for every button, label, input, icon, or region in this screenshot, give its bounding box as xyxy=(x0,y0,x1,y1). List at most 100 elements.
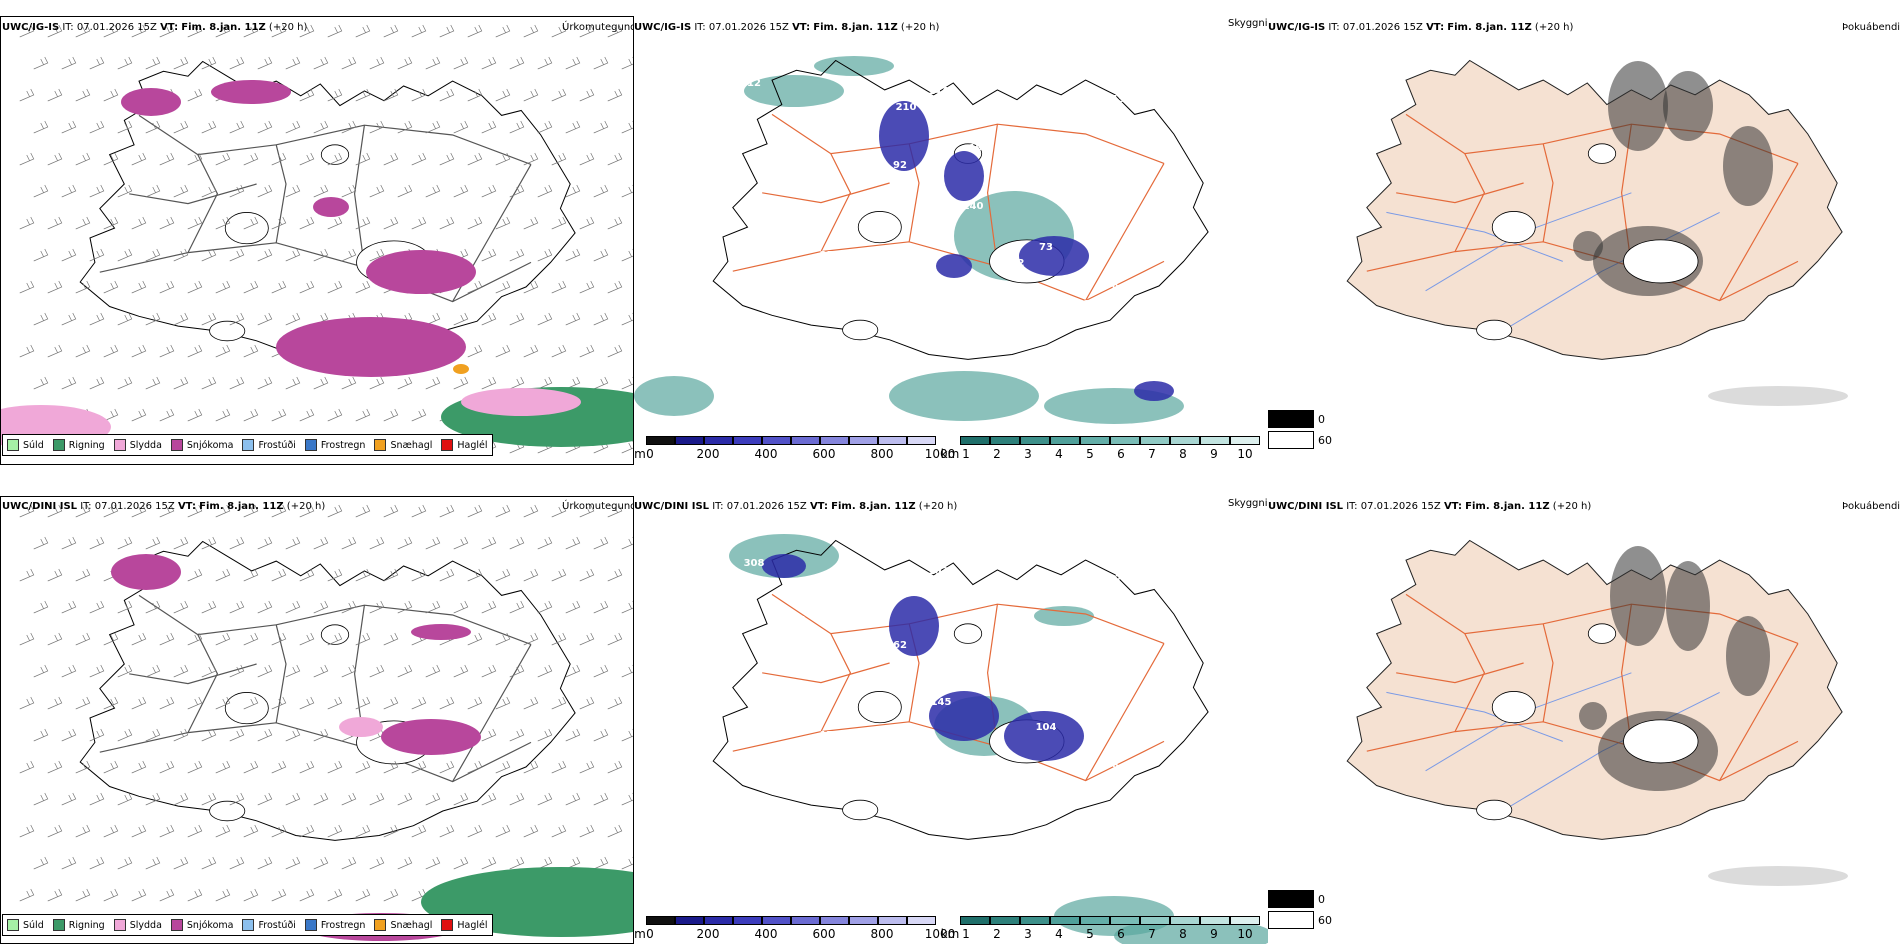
wind-barb xyxy=(75,760,91,774)
wind-barb xyxy=(299,280,315,294)
wind-barb xyxy=(383,152,399,166)
glacier-outline-fog xyxy=(1491,691,1536,724)
wind-barb xyxy=(537,376,553,390)
wind-barb xyxy=(565,600,581,614)
ceiling-value-label: 61 xyxy=(1004,607,1018,618)
wind-barb xyxy=(327,696,343,710)
wind-barb xyxy=(593,120,609,134)
colorbar-tick: 800 xyxy=(870,447,894,461)
wind-barb xyxy=(131,504,147,518)
colorbar-segment xyxy=(791,916,820,925)
wind-barb xyxy=(285,248,301,262)
fog-index-area xyxy=(1608,61,1668,151)
legend-item: Frostregn xyxy=(304,439,365,451)
wind-barb xyxy=(397,56,413,70)
legend-label: Slydda xyxy=(129,919,162,931)
wind-barb xyxy=(89,664,105,678)
wind-barb xyxy=(565,184,581,198)
wind-barb xyxy=(229,56,245,70)
visibility-panel-bottom: 308 944 62 79 104 81 80 294 103 61 82 61 176 170 903 92… xyxy=(634,496,1268,944)
wind-barb xyxy=(425,792,441,806)
ceiling-value-label: 85 xyxy=(820,119,834,130)
precip-type-panel-top xyxy=(0,16,634,465)
wind-barb xyxy=(271,888,287,902)
wind-barb xyxy=(103,216,119,230)
road xyxy=(1454,153,1486,252)
colorbar-tick: 0 xyxy=(646,927,654,941)
wind-barb xyxy=(33,728,49,742)
wind-barb xyxy=(467,88,483,102)
wind-barb xyxy=(537,536,553,550)
ceiling-value-label: 216 xyxy=(1039,373,1060,384)
wind-barb xyxy=(411,408,427,422)
legend-item: Súld xyxy=(7,439,44,451)
fog-index-area xyxy=(1726,616,1770,696)
wind-barb xyxy=(509,792,525,806)
wind-barb xyxy=(47,216,63,230)
wind-barb xyxy=(425,184,441,198)
legend-label: Frostúði xyxy=(258,439,296,451)
legend-swatch xyxy=(441,919,454,931)
wind-barb xyxy=(355,408,371,422)
wind-barb xyxy=(19,632,35,646)
wind-barb xyxy=(159,696,175,710)
wind-barb xyxy=(425,312,441,326)
wind-barb xyxy=(579,216,595,230)
wind-barb xyxy=(215,568,231,582)
wind-barb xyxy=(271,408,287,422)
colorbar-unit: m xyxy=(634,447,646,461)
wind-barb xyxy=(397,184,413,198)
ceiling-value-label: 923 xyxy=(1077,299,1098,310)
colorbar-tick: 10 xyxy=(1237,927,1253,941)
wind-barb xyxy=(439,504,455,518)
ceiling-area xyxy=(889,596,939,656)
wind-barb xyxy=(397,376,413,390)
colorbar-tick: 8 xyxy=(1179,447,1187,461)
wind-barb xyxy=(187,568,203,582)
colorbar-segment xyxy=(1200,916,1230,925)
fog-legend-label: 0 xyxy=(1318,413,1325,426)
wind-barb xyxy=(355,216,371,230)
wind-barb xyxy=(621,664,633,678)
wind-barb xyxy=(313,248,329,262)
wind-barb xyxy=(621,728,633,742)
it-label: IT: xyxy=(694,22,706,33)
wind-barb xyxy=(145,536,161,550)
wind-barb xyxy=(355,24,371,38)
wind-barb xyxy=(61,600,77,614)
ceiling-value-label: 82 xyxy=(1077,648,1091,659)
glacier-outline-precip xyxy=(320,144,350,165)
glacier-outline-precip xyxy=(224,212,269,245)
colorbar-tick: 1000 xyxy=(924,927,956,941)
wind-barb xyxy=(523,632,539,646)
ceiling-area xyxy=(762,554,806,578)
model-name: UWC/DINI ISL xyxy=(634,501,710,512)
road xyxy=(1454,633,1486,732)
iceland-coastline xyxy=(79,540,576,841)
wind-barb xyxy=(145,792,161,806)
wind-barb xyxy=(285,184,301,198)
wind-barb xyxy=(439,696,455,710)
wind-barb xyxy=(453,792,469,806)
wind-barb xyxy=(19,216,35,230)
snow-area xyxy=(381,719,481,755)
wind-barb xyxy=(33,536,49,550)
wind-barb xyxy=(523,344,539,358)
wind-barb xyxy=(47,824,63,838)
ceiling-value-label: 172 xyxy=(1004,258,1025,269)
wind-barb xyxy=(215,696,231,710)
iceland-land xyxy=(1346,59,1843,360)
wind-barb xyxy=(481,792,497,806)
ceiling-area xyxy=(879,101,929,171)
legend-item: Frostúði xyxy=(242,919,296,931)
wind-barb xyxy=(565,792,581,806)
wind-barb xyxy=(467,760,483,774)
legend-swatch xyxy=(113,919,126,931)
wind-barb xyxy=(47,280,63,294)
wind-barb xyxy=(313,792,329,806)
wind-barb xyxy=(327,888,343,902)
legend-label: Frostúði xyxy=(258,919,296,931)
wind-barb xyxy=(75,632,91,646)
wind-barb xyxy=(621,536,633,550)
wind-barb xyxy=(481,664,497,678)
